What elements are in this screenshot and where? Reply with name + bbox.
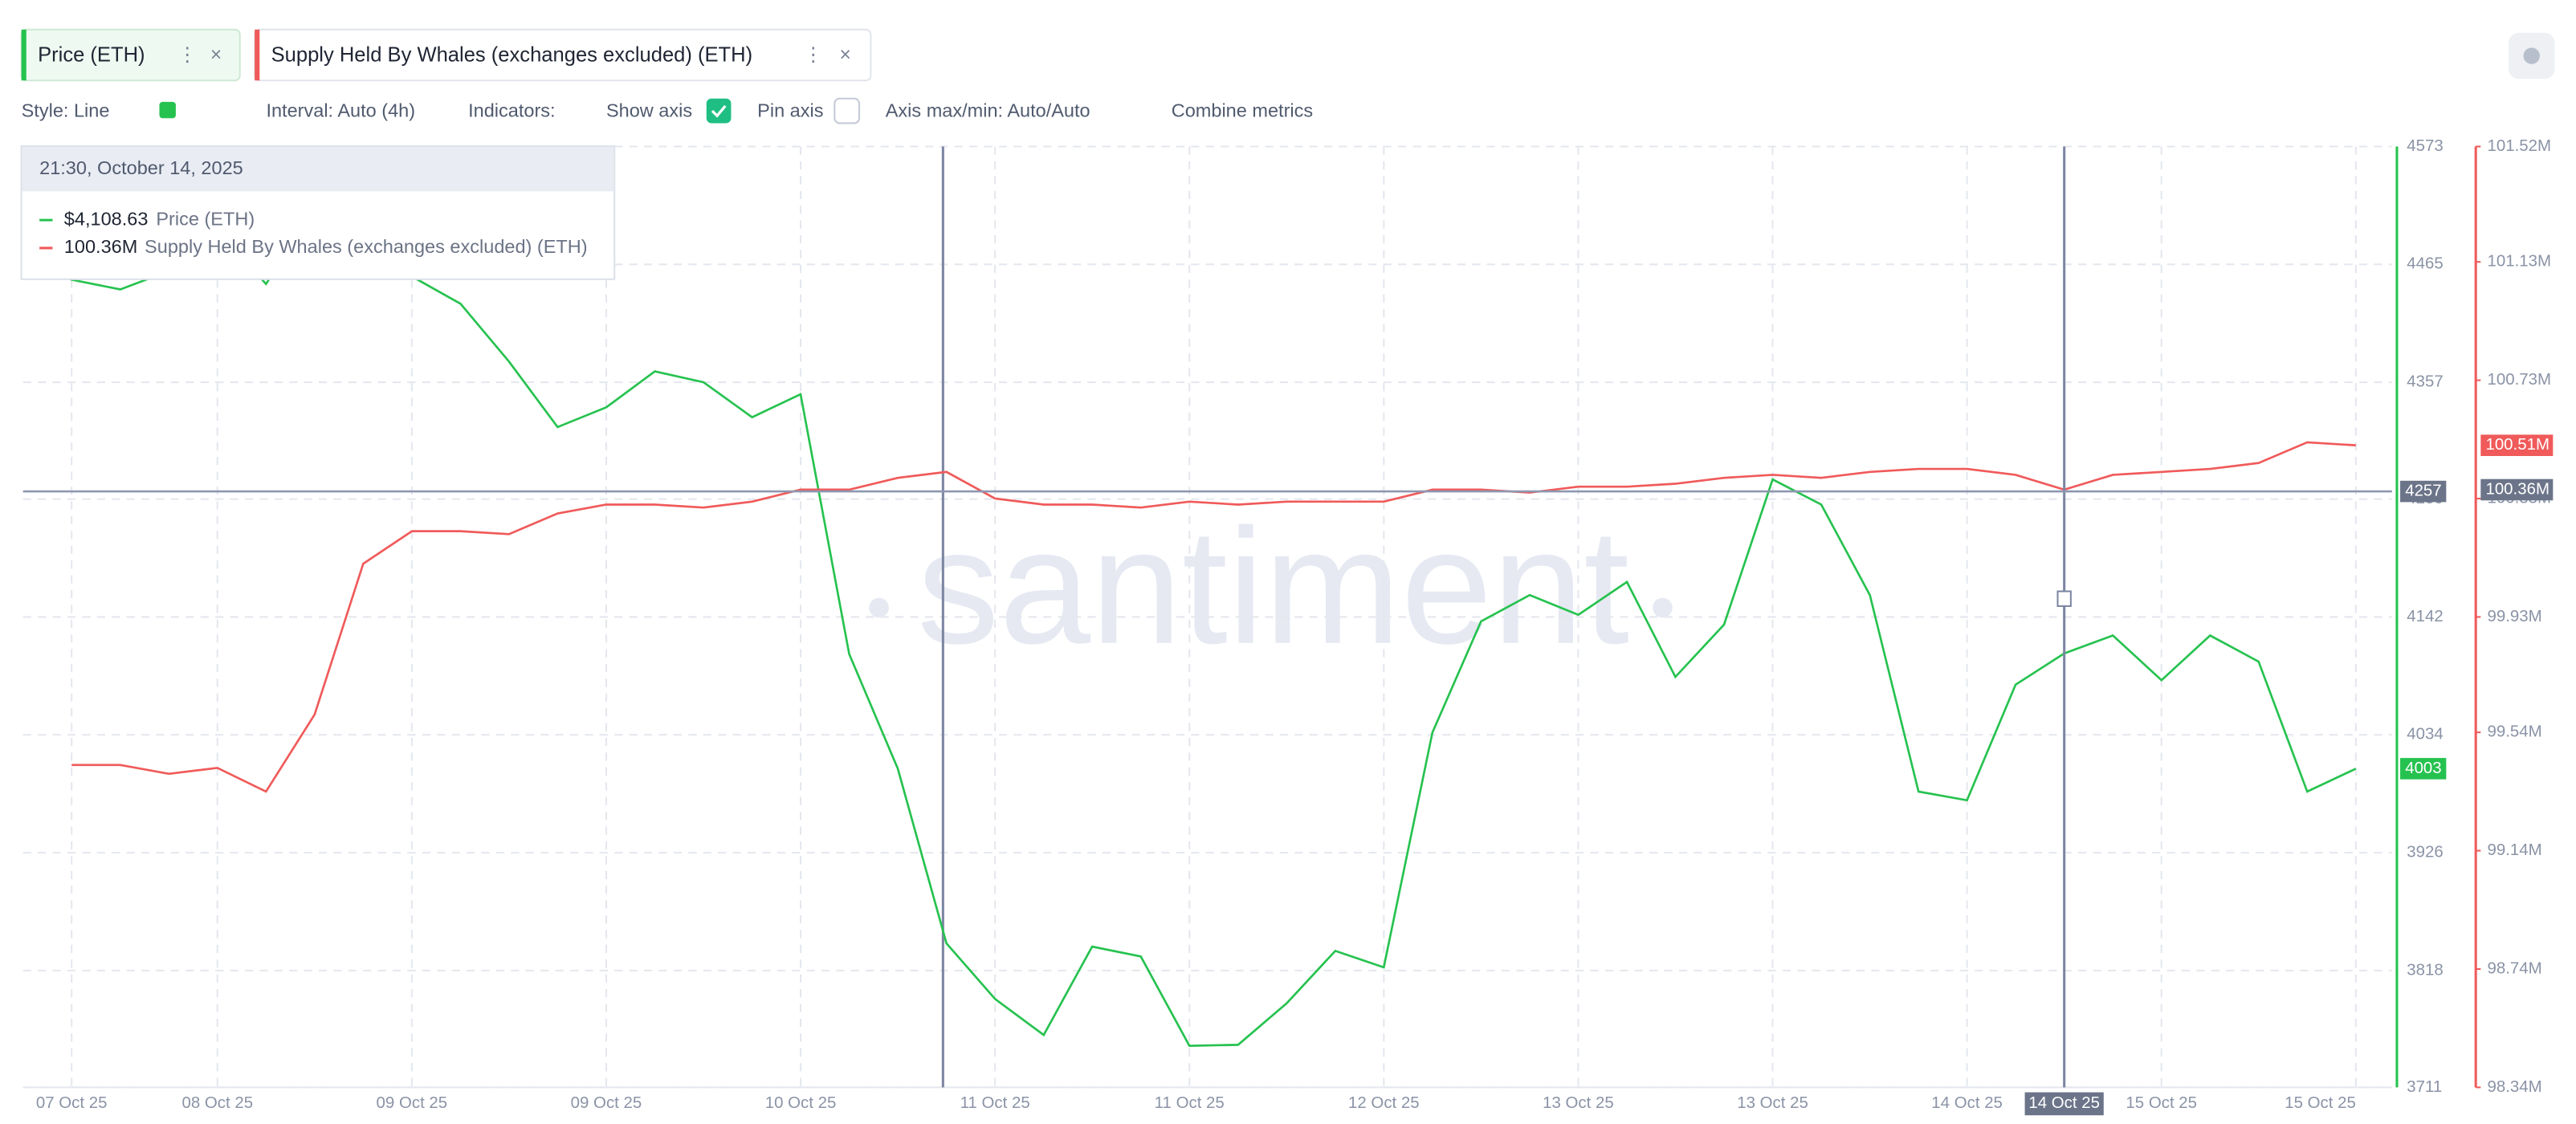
toolbar-item[interactable]: Show axis (606, 100, 692, 120)
tab-close[interactable]: × (210, 44, 222, 66)
last-supply-badge (2480, 434, 2554, 456)
last-price-badge (2400, 758, 2447, 780)
tab-accent (21, 29, 26, 81)
tooltip-title: 21:30, October 14, 2025 (39, 157, 243, 178)
tooltip: 21:30, October 14, 2025 $4,108.63 Price … (20, 145, 616, 280)
tab-menu[interactable]: ⋮ (177, 44, 198, 66)
y-tick-label: 4034 (2407, 725, 2443, 743)
y-tick-label: 4465 (2407, 255, 2443, 273)
x-tick-label: 07 Oct 25 (36, 1093, 108, 1112)
tab-label: Price (ETH) (38, 43, 145, 66)
x-tick-label: 15 Oct 25 (2285, 1093, 2356, 1112)
y2-tick-label: 99.14M (2487, 841, 2541, 859)
y-tick-label: 3711 (2407, 1077, 2442, 1096)
metric-tabs: Price (ETH) ⋮ × Supply Held By Whales (e… (20, 28, 2555, 82)
show-axis-checkbox[interactable] (706, 98, 732, 124)
tab-menu[interactable]: ⋮ (803, 44, 823, 66)
tooltip-value: 100.36M (64, 236, 138, 257)
tab-label: Supply Held By Whales (exchanges exclude… (271, 43, 753, 66)
y2-tick-label: 101.52M (2487, 136, 2551, 155)
settings-icon (2523, 47, 2540, 64)
y-tick-label: 4357 (2407, 373, 2443, 391)
x-tick-label: 13 Oct 25 (1737, 1093, 1808, 1112)
y2-tick-label: 99.54M (2487, 723, 2541, 741)
watermark-dot (1653, 597, 1673, 618)
toolbar-item[interactable]: Pin axis (757, 100, 823, 120)
x-tick-label: 13 Oct 25 (1543, 1093, 1614, 1112)
y2-tick-label: 101.13M (2487, 252, 2551, 271)
crosshair-handle (2056, 590, 2072, 607)
x-tick-label: 11 Oct 25 (960, 1093, 1030, 1112)
series-line (71, 441, 2356, 793)
x-tick-label: 10 Oct 25 (765, 1093, 837, 1112)
x-tick-label: 14 Oct 25 (1931, 1093, 2003, 1112)
plot-area: santiment3711381839264034414242504357446… (22, 136, 2554, 1116)
crosshair-y2-label: 100.36M (2485, 479, 2550, 498)
y2-tick-label: 99.93M (2487, 607, 2541, 625)
y2-tick-label: 100.73M (2487, 370, 2551, 389)
y2-tick-label: 98.74M (2487, 959, 2541, 977)
toolbar-item[interactable]: Axis max/min: Auto/Auto (886, 100, 1090, 120)
y-tick-label: 4142 (2407, 607, 2443, 625)
y-tick-label: 3818 (2407, 960, 2443, 979)
y-tick-label: 3926 (2407, 842, 2443, 861)
toolbar-item[interactable]: Combine metrics (1172, 100, 1313, 120)
last-price-label: 4003 (2405, 759, 2441, 777)
x-tick-label: 09 Oct 25 (571, 1093, 642, 1112)
y-tick-label: 4573 (2407, 136, 2443, 155)
x-tick-label: 11 Oct 25 (1155, 1093, 1225, 1112)
watermark-dot (869, 597, 889, 618)
checkmark (711, 104, 727, 118)
crosshair-x-badge (2024, 1092, 2104, 1116)
y2-tick-label: 98.34M (2487, 1077, 2541, 1096)
toolbar-item[interactable]: Style: Line (22, 100, 110, 120)
toolbar-item[interactable]: Indicators: (468, 100, 555, 120)
crosshair-y2-badge (2480, 479, 2554, 501)
pin-axis-checkbox[interactable] (834, 97, 861, 124)
crosshair-y-badge (2400, 480, 2447, 503)
tooltip-label: Supply Held By Whales (exchanges exclude… (145, 236, 588, 257)
color-swatch[interactable] (159, 101, 176, 119)
tab-close[interactable]: × (839, 44, 850, 66)
last-supply-label: 100.51M (2485, 435, 2550, 454)
x-tick-label: 12 Oct 25 (1348, 1093, 1420, 1112)
crosshair-y-label: 4257 (2405, 481, 2441, 499)
crosshair-x-label: 14 Oct 25 (2028, 1093, 2100, 1112)
toolbar-item[interactable]: Interval: Auto (4h) (266, 100, 415, 120)
x-tick-label: 08 Oct 25 (181, 1093, 253, 1112)
tooltip-label: Price (ETH) (156, 208, 255, 229)
tooltip-header (22, 147, 614, 192)
tooltip-value: $4,108.63 (64, 208, 149, 229)
tab-accent (255, 29, 260, 81)
x-tick-label: 15 Oct 25 (2126, 1093, 2197, 1112)
toolbar: Style: Line Interval: Auto (4h) Indicators… (22, 97, 1313, 124)
watermark: santiment (917, 495, 1629, 678)
x-tick-label: 09 Oct 25 (377, 1093, 448, 1112)
